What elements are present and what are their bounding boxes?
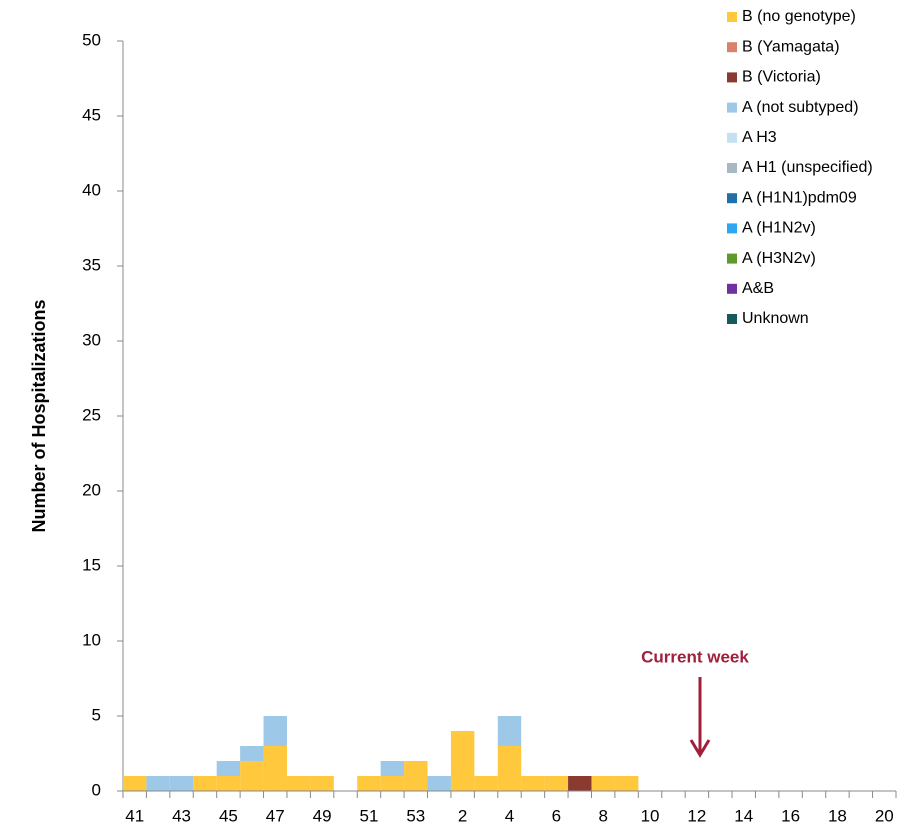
bar-segment xyxy=(450,731,475,791)
legend-swatch xyxy=(727,72,737,83)
bar-segment xyxy=(404,761,428,791)
legend-label: B (Yamagata) xyxy=(742,38,840,55)
bar-segment xyxy=(240,761,264,791)
x-tick-label: 16 xyxy=(781,806,800,825)
x-tick-label: 53 xyxy=(406,806,425,825)
bar-segment xyxy=(216,776,241,791)
bar-segment xyxy=(568,776,592,791)
x-tick-label: 43 xyxy=(172,806,191,825)
x-tick-label: 47 xyxy=(266,806,285,825)
y-tick-label: 0 xyxy=(92,780,101,799)
bar-segment xyxy=(474,776,498,791)
legend-label: A H3 xyxy=(742,129,777,146)
legend-label: B (Victoria) xyxy=(742,69,821,86)
y-axis-label: Number of Hospitalizations xyxy=(29,299,49,532)
bar-segment xyxy=(216,761,241,776)
x-tick-label: 45 xyxy=(219,806,238,825)
y-tick-label: 50 xyxy=(82,30,101,49)
legend-swatch xyxy=(727,102,737,113)
x-tick-label: 8 xyxy=(598,806,607,825)
bar-segment xyxy=(310,776,334,791)
annotation-arrowhead xyxy=(689,739,711,758)
bar-segment xyxy=(263,716,287,746)
y-tick-label: 35 xyxy=(82,255,101,274)
bar-segment xyxy=(357,776,381,791)
legend-label: Unknown xyxy=(742,310,809,327)
y-tick-label: 40 xyxy=(82,180,101,199)
bar-segment xyxy=(263,746,287,791)
y-tick-label: 25 xyxy=(82,405,101,424)
bar-segment xyxy=(146,776,170,791)
legend-label: A (H3N2v) xyxy=(742,250,816,267)
bar-segment xyxy=(521,776,545,791)
bar-segment xyxy=(123,776,147,791)
bar-segment xyxy=(286,776,311,791)
legend-swatch xyxy=(727,132,737,143)
legend-swatch xyxy=(727,283,737,294)
x-tick-label: 18 xyxy=(828,806,847,825)
y-tick-label: 5 xyxy=(92,705,101,724)
y-tick-label: 45 xyxy=(82,105,101,124)
x-tick-label: 2 xyxy=(458,806,467,825)
x-tick-label: 51 xyxy=(359,806,378,825)
legend-label: A H1 (unspecified) xyxy=(742,159,873,176)
annotation: Current week xyxy=(641,647,749,666)
bar-segment xyxy=(544,776,569,791)
bar-segment xyxy=(591,776,615,791)
bar-segment xyxy=(193,776,217,791)
legend-label: A&B xyxy=(742,280,774,297)
legend-label: A (H1N2v) xyxy=(742,220,816,237)
bar-segment xyxy=(240,746,264,761)
bar-segment xyxy=(380,776,405,791)
legend-swatch xyxy=(727,223,737,234)
bar-segment xyxy=(380,761,405,776)
y-tick-label: 10 xyxy=(82,630,101,649)
x-tick-label: 20 xyxy=(875,806,894,825)
legend-label: B (no genotype) xyxy=(742,8,856,25)
x-tick-label: 49 xyxy=(313,806,332,825)
x-tick-label: 4 xyxy=(505,806,514,825)
legend-swatch xyxy=(727,163,737,173)
legend-label: A (H1N1)pdm09 xyxy=(742,189,857,206)
x-tick-label: 10 xyxy=(641,806,660,825)
x-tick-label: 12 xyxy=(687,806,706,825)
y-tick-label: 15 xyxy=(82,555,101,574)
legend-swatch xyxy=(727,253,737,264)
bar-segment xyxy=(169,776,194,791)
x-tick-label: 6 xyxy=(552,806,561,825)
y-tick-label: 20 xyxy=(82,480,101,499)
bar-segment xyxy=(614,776,639,791)
x-tick-label: 14 xyxy=(734,806,753,825)
bar-segment xyxy=(497,716,522,746)
bar-segment xyxy=(497,746,522,791)
x-tick-label: 41 xyxy=(125,806,144,825)
legend-swatch xyxy=(727,12,737,22)
legend-swatch xyxy=(727,42,737,53)
legend-swatch xyxy=(727,314,737,324)
bar-segment xyxy=(427,776,451,791)
legend-swatch xyxy=(727,193,737,204)
y-tick-label: 30 xyxy=(82,330,101,349)
legend-label: A (not subtyped) xyxy=(742,99,859,116)
